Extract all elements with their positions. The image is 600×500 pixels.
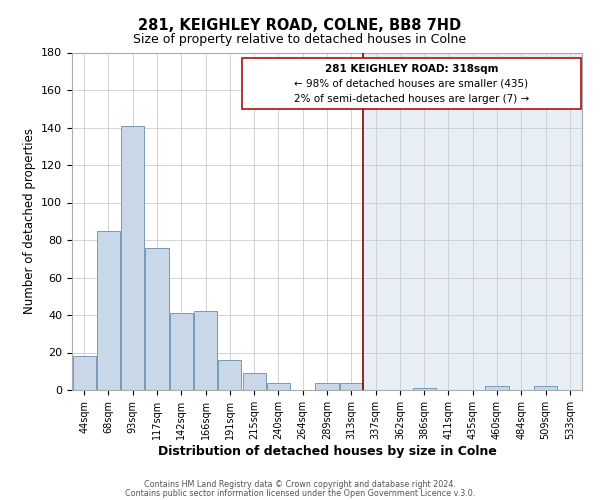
Bar <box>534 386 557 390</box>
Text: Contains HM Land Registry data © Crown copyright and database right 2024.: Contains HM Land Registry data © Crown c… <box>144 480 456 489</box>
Bar <box>316 382 338 390</box>
Text: 281, KEIGHLEY ROAD, COLNE, BB8 7HD: 281, KEIGHLEY ROAD, COLNE, BB8 7HD <box>139 18 461 32</box>
Text: Contains public sector information licensed under the Open Government Licence v.: Contains public sector information licen… <box>125 488 475 498</box>
Bar <box>267 382 290 390</box>
Bar <box>485 386 509 390</box>
Bar <box>170 313 193 390</box>
Bar <box>364 52 582 390</box>
Bar <box>145 248 169 390</box>
Bar <box>73 356 95 390</box>
Bar <box>242 373 266 390</box>
Text: Size of property relative to detached houses in Colne: Size of property relative to detached ho… <box>133 32 467 46</box>
Bar <box>218 360 241 390</box>
Bar <box>194 311 217 390</box>
Bar <box>340 382 363 390</box>
Bar <box>121 126 144 390</box>
Bar <box>413 388 436 390</box>
Text: 281 KEIGHLEY ROAD: 318sqm: 281 KEIGHLEY ROAD: 318sqm <box>325 64 498 74</box>
Y-axis label: Number of detached properties: Number of detached properties <box>23 128 35 314</box>
FancyBboxPatch shape <box>242 58 581 109</box>
Text: 2% of semi-detached houses are larger (7) →: 2% of semi-detached houses are larger (7… <box>294 94 529 104</box>
X-axis label: Distribution of detached houses by size in Colne: Distribution of detached houses by size … <box>158 444 496 458</box>
Bar <box>97 230 120 390</box>
Text: ← 98% of detached houses are smaller (435): ← 98% of detached houses are smaller (43… <box>295 78 529 89</box>
